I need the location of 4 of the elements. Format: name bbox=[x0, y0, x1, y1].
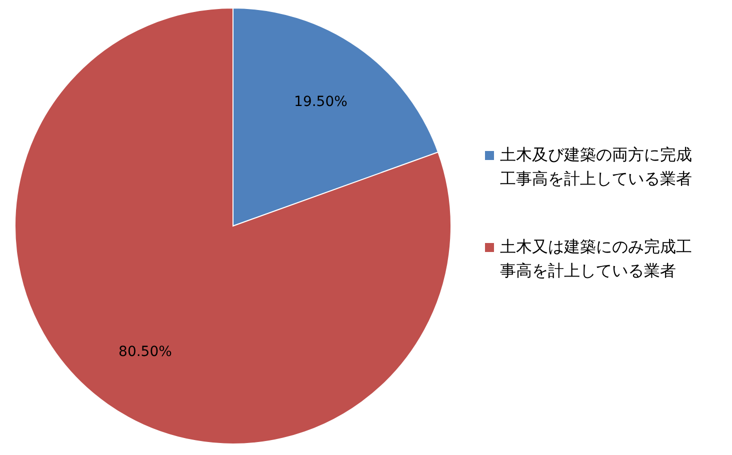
data-label: 80.50% bbox=[118, 344, 172, 360]
data-label: 19.50% bbox=[294, 94, 348, 110]
legend-label: 土木又は建築にのみ完成工事高を計上している業者 bbox=[500, 237, 692, 280]
legend-label: 土木及び建築の両方に完成工事高を計上している業者 bbox=[500, 145, 692, 188]
